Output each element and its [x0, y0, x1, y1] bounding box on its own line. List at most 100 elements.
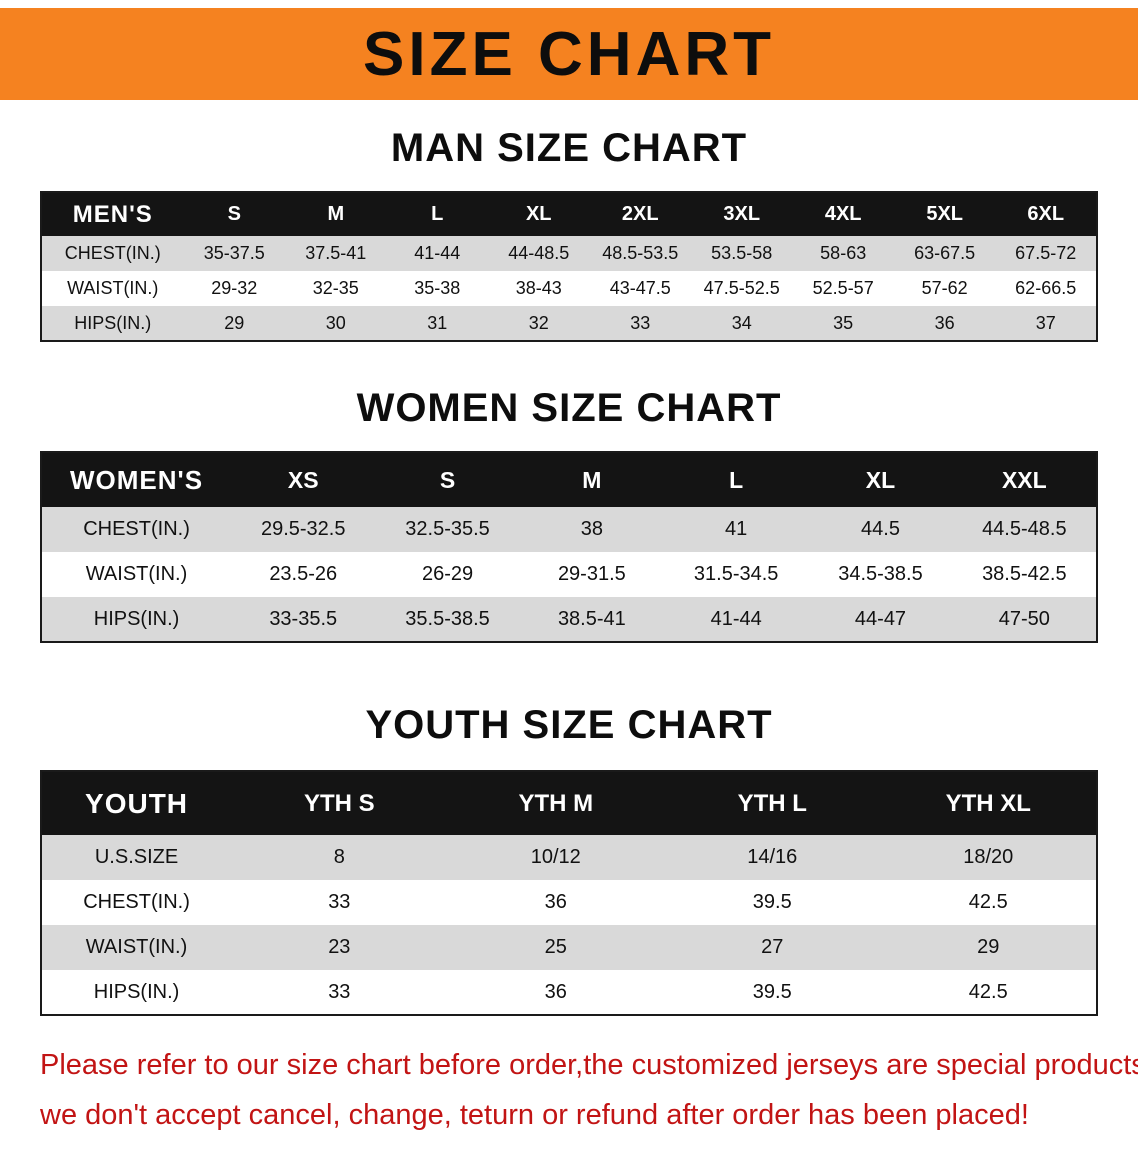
order-disclaimer: Please refer to our size chart before or…	[0, 1040, 1138, 1154]
table-header-row: YOUTH YTH S YTH M YTH L YTH XL	[41, 771, 1097, 835]
size-value-cell: 38.5-41	[557, 607, 626, 630]
table-title-cell: WOMEN'S	[70, 464, 204, 495]
size-column-header: YTH L	[737, 789, 807, 817]
row-label-cell: CHEST(IN.)	[83, 518, 190, 540]
size-value-cell: 29	[224, 312, 245, 333]
row-label-cell: CHEST(IN.)	[83, 891, 190, 913]
row-label-cell: CHEST(IN.)	[64, 243, 161, 263]
size-value-cell: 44-47	[854, 607, 907, 630]
size-value-cell: 58-63	[820, 243, 867, 263]
size-value-cell: 38	[580, 518, 603, 540]
size-column-header: XL	[865, 466, 896, 493]
row-label-cell: WAIST(IN.)	[85, 563, 188, 585]
size-value-cell: 25	[544, 936, 567, 958]
size-column-header: 5XL	[926, 203, 964, 225]
size-value-cell: 29.5-32.5	[260, 518, 346, 540]
size-value-cell: 29-31.5	[557, 563, 626, 585]
size-value-cell: 52.5-57	[812, 278, 874, 298]
disclaimer-line-1: Please refer to our size chart before or…	[40, 1049, 1138, 1081]
size-value-cell: 36	[934, 312, 955, 333]
size-column-header: S	[439, 466, 456, 493]
measurement-row: WAIST(IN.) 23 25 27 29	[41, 925, 1097, 970]
measurement-row: U.S.SIZE 8 10/12 14/16 18/20	[41, 835, 1097, 880]
disclaimer-line-2: we don't accept cancel, change, teturn o…	[40, 1099, 1029, 1131]
size-value-cell: 14/16	[747, 846, 798, 868]
size-value-cell: 33-35.5	[269, 607, 338, 630]
size-value-cell: 36	[544, 980, 567, 1003]
size-column-header: XXL	[1001, 466, 1047, 493]
size-value-cell: 32.5-35.5	[405, 518, 490, 540]
size-column-header: YTH S	[303, 789, 375, 817]
row-label-cell: WAIST(IN.)	[67, 278, 159, 298]
size-value-cell: 23.5-26	[269, 563, 338, 585]
size-column-header: M	[582, 466, 602, 493]
size-column-header: M	[327, 203, 345, 225]
size-value-cell: 53.5-58	[711, 243, 773, 263]
size-value-cell: 23	[328, 936, 351, 958]
youth-size-section: YOUTH SIZE CHART YOUTH YTH S YTH M YTH L YTH…	[0, 703, 1138, 1016]
size-value-cell: 18/20	[963, 846, 1014, 868]
size-value-cell: 47-50	[998, 607, 1050, 630]
women-size-section: WOMEN SIZE CHART WOMEN'S XS S M L XL XXL CHEST(…	[0, 386, 1138, 643]
size-value-cell: 10/12	[530, 846, 581, 868]
row-label-cell: WAIST(IN.)	[85, 936, 188, 958]
size-value-cell: 39.5	[752, 891, 792, 913]
size-value-cell: 43-47.5	[609, 278, 671, 298]
size-value-cell: 57-62	[921, 278, 968, 298]
size-value-cell: 35-38	[414, 278, 461, 298]
measurement-row: HIPS(IN.) 33 36 39.5 42.5	[41, 970, 1097, 1015]
row-label-cell: HIPS(IN.)	[93, 607, 180, 630]
size-value-cell: 31	[427, 312, 448, 333]
table-header-row: WOMEN'S XS S M L XL XXL	[41, 452, 1097, 507]
size-value-cell: 63-67.5	[914, 243, 976, 263]
size-column-header: YTH XL	[945, 789, 1031, 817]
size-chart-page: SIZE CHART MAN SIZE CHART MEN'S S M L XL 2XL 3…	[0, 8, 1138, 1154]
women-size-heading: WOMEN SIZE CHART	[356, 386, 782, 430]
size-value-cell: 29	[977, 936, 1000, 958]
size-value-cell: 35.5-38.5	[405, 607, 490, 630]
size-value-cell: 31.5-34.5	[693, 563, 779, 585]
size-value-cell: 39.5	[752, 980, 792, 1003]
size-column-header: L	[431, 203, 444, 225]
size-value-cell: 34	[731, 312, 752, 333]
youth-size-table: YOUTH YTH S YTH M YTH L YTH XL U.S.SIZE 8 10/12…	[40, 770, 1098, 1016]
size-value-cell: 41-44	[710, 607, 762, 630]
size-value-cell: 29-32	[211, 278, 258, 298]
size-value-cell: 44.5-48.5	[982, 518, 1067, 540]
size-value-cell: 27	[761, 936, 784, 958]
size-value-cell: 35	[833, 312, 854, 333]
size-column-header: YTH M	[518, 789, 594, 817]
row-label-cell: U.S.SIZE	[94, 846, 179, 868]
size-value-cell: 33	[328, 980, 351, 1003]
size-value-cell: 37.5-41	[305, 243, 367, 263]
measurement-row: CHEST(IN.) 35-37.5 37.5-41 41-44 44-48.5 48.5…	[41, 236, 1097, 271]
size-value-cell: 33	[328, 891, 351, 913]
size-value-cell: 34.5-38.5	[838, 563, 923, 585]
row-label-cell: HIPS(IN.)	[74, 312, 152, 333]
size-value-cell: 42.5	[968, 891, 1008, 913]
measurement-row: WAIST(IN.) 29-32 32-35 35-38 38-43 43-47.5 47.…	[41, 271, 1097, 306]
size-value-cell: 38-43	[515, 278, 562, 298]
size-column-header: XS	[287, 466, 319, 493]
size-value-cell: 32	[528, 312, 549, 333]
size-value-cell: 41	[725, 518, 748, 540]
measurement-row: HIPS(IN.) 29 30 31 32 33 34 35 36 37	[41, 306, 1097, 341]
size-chart-banner: SIZE CHART	[0, 8, 1138, 100]
size-value-cell: 48.5-53.5	[602, 243, 679, 263]
measurement-row: CHEST(IN.) 33 36 39.5 42.5	[41, 880, 1097, 925]
size-column-header: S	[227, 203, 241, 225]
table-title-cell: YOUTH	[85, 787, 189, 819]
size-value-cell: 62-66.5	[1015, 278, 1077, 298]
row-label-cell: HIPS(IN.)	[93, 980, 180, 1003]
size-column-header: 3XL	[723, 203, 761, 225]
size-value-cell: 41-44	[414, 243, 461, 263]
size-value-cell: 38.5-42.5	[982, 563, 1067, 585]
size-value-cell: 44-48.5	[508, 243, 570, 263]
banner-title: SIZE CHART	[363, 19, 775, 89]
size-value-cell: 33	[630, 312, 651, 333]
size-value-cell: 8	[333, 846, 345, 868]
size-column-header: 2XL	[621, 203, 659, 225]
size-column-header: XL	[525, 203, 552, 225]
man-size-heading: MAN SIZE CHART	[390, 126, 748, 170]
women-size-table: WOMEN'S XS S M L XL XXL CHEST(IN.) 29.5-32.5 32.5…	[40, 451, 1098, 643]
